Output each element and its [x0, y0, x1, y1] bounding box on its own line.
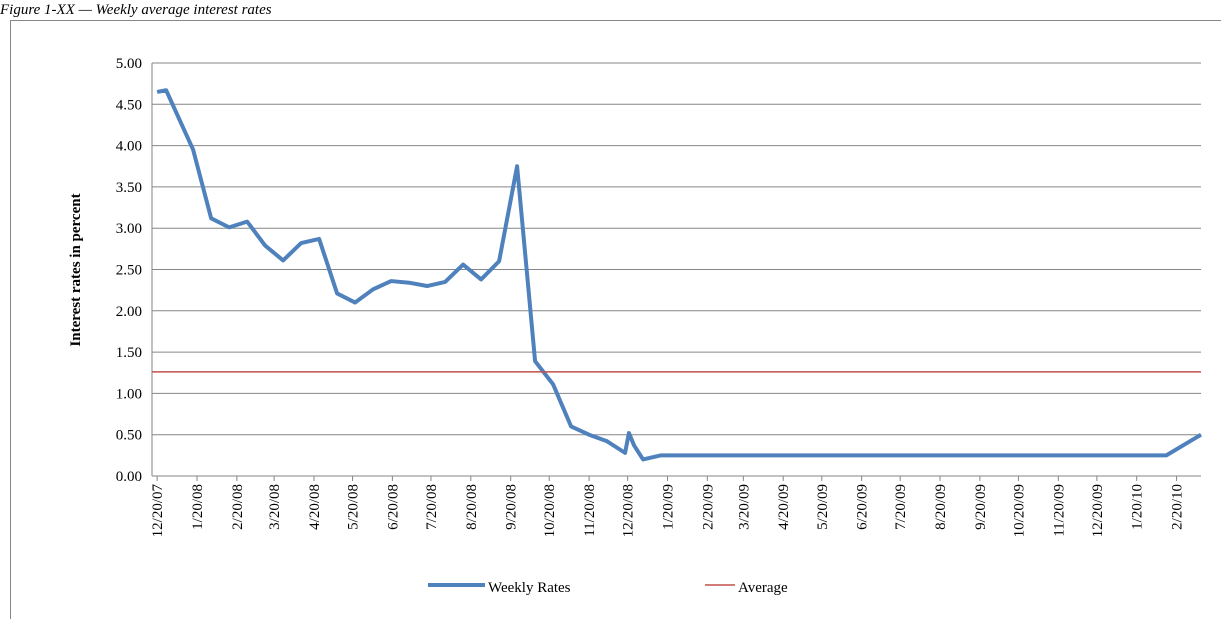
x-tick-label: 1/20/08 — [190, 484, 206, 530]
x-tick-label: 1/20/09 — [661, 484, 677, 530]
x-tick-label: 9/20/09 — [973, 484, 989, 530]
x-tick-label: 3/20/09 — [736, 484, 752, 530]
y-tick-label: 0.00 — [116, 469, 142, 485]
x-tick-label: 8/20/09 — [933, 484, 949, 530]
x-tick-label: 9/20/08 — [504, 484, 520, 530]
x-tick-label: 11/20/09 — [1051, 484, 1067, 537]
x-tick-label: 10/20/09 — [1011, 484, 1027, 537]
x-tick-label: 2/20/08 — [230, 484, 246, 530]
legend-label: Average — [738, 580, 788, 596]
x-tick-label: 2/20/10 — [1170, 484, 1186, 530]
x-tick-label: 4/20/08 — [307, 484, 323, 530]
x-tick-label: 7/20/09 — [893, 484, 909, 530]
y-tick-label: 4.50 — [116, 97, 142, 113]
y-tick-label: 2.00 — [116, 304, 142, 320]
y-tick-label: 3.50 — [116, 180, 142, 196]
x-tick-label: 4/20/09 — [776, 484, 792, 530]
x-tick-label: 6/20/08 — [385, 484, 401, 530]
y-tick-label: 1.00 — [116, 386, 142, 402]
y-axis-label: Interest rates in percent — [68, 193, 84, 346]
x-tick-label: 6/20/09 — [855, 484, 871, 530]
x-tick-label: 12/20/07 — [150, 484, 166, 538]
chart-frame — [10, 20, 1221, 619]
chart-title: Figure 1-XX — Weekly average interest ra… — [0, 2, 272, 18]
y-tick-label: 3.00 — [116, 221, 142, 237]
x-tick-label: 5/20/09 — [815, 484, 831, 530]
x-tick-label: 5/20/08 — [346, 484, 362, 530]
x-tick-label: 11/20/08 — [582, 484, 598, 537]
y-tick-label: 2.50 — [116, 263, 142, 279]
y-tick-label: 1.50 — [116, 345, 142, 361]
x-tick-label: 7/20/08 — [424, 484, 440, 530]
legend-label: Weekly Rates — [488, 580, 571, 596]
x-tick-label: 3/20/08 — [267, 484, 283, 530]
x-tick-label: 1/20/10 — [1130, 484, 1146, 530]
x-tick-label: 12/20/09 — [1090, 484, 1106, 537]
x-tick-label: 2/20/09 — [700, 484, 716, 530]
y-tick-label: 0.50 — [116, 428, 142, 444]
line-series — [156, 88, 1203, 462]
y-tick-label: 4.00 — [116, 139, 142, 155]
x-tick-label: 8/20/08 — [464, 484, 480, 530]
x-tick-label: 12/20/08 — [621, 484, 637, 537]
x-tick-label: 10/20/08 — [542, 484, 558, 537]
y-tick-label: 5.00 — [116, 56, 142, 72]
